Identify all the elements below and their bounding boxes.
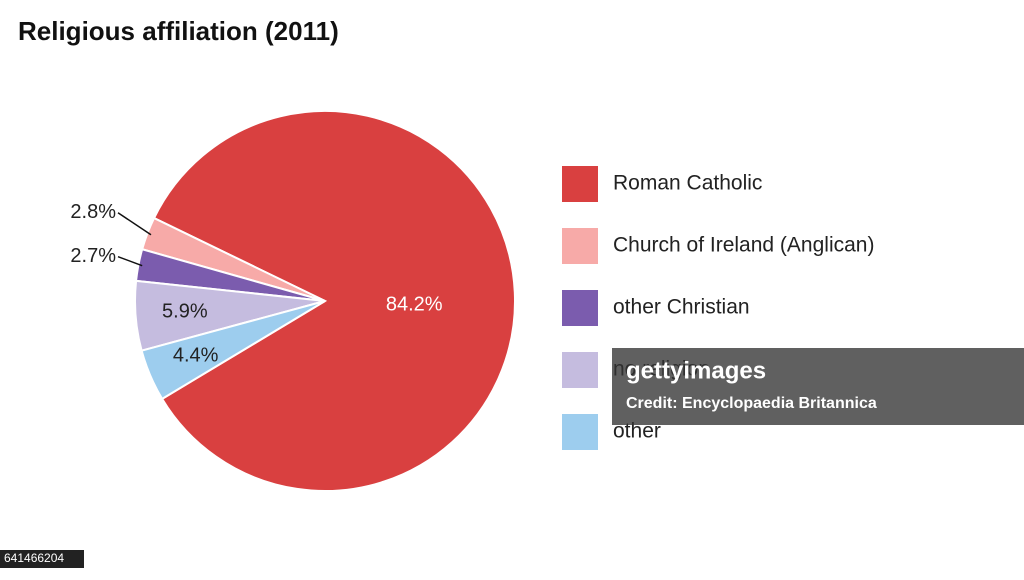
pie-slice <box>152 110 516 492</box>
legend-swatch <box>562 352 598 388</box>
legend-label: Church of Ireland (Anglican) <box>613 234 874 257</box>
legend-swatch <box>562 166 598 202</box>
leader-line <box>117 212 152 236</box>
legend-label: other <box>613 420 661 443</box>
leader-line <box>117 255 143 267</box>
pie-slice <box>140 300 326 401</box>
watermark-credit: Credit: Encyclopaedia Britannica <box>626 395 877 412</box>
watermark: gettyimages Credit: Encyclopaedia Britan… <box>0 348 1024 568</box>
watermark-id: 641466204 <box>4 551 64 565</box>
slice-label: 4.4% <box>173 344 219 366</box>
legend-swatch <box>562 290 598 326</box>
watermark-brand: gettyimages <box>626 357 766 384</box>
pie: 84.2% 2.8% 2.7% 5.9% 4.4% <box>70 110 516 492</box>
slice-label: 84.2% <box>386 293 443 315</box>
slice-label: 5.9% <box>162 300 208 322</box>
chart-title: Religious affiliation (2011) <box>18 16 339 46</box>
watermark-band <box>612 348 1024 425</box>
legend-label: other Christian <box>613 296 750 319</box>
slice-label: 2.8% <box>70 201 116 223</box>
legend-label: Roman Catholic <box>613 172 762 195</box>
watermark-id-box <box>0 550 84 568</box>
slice-label: 2.7% <box>70 245 116 267</box>
legend-swatch <box>562 228 598 264</box>
legend-swatch <box>562 414 598 450</box>
